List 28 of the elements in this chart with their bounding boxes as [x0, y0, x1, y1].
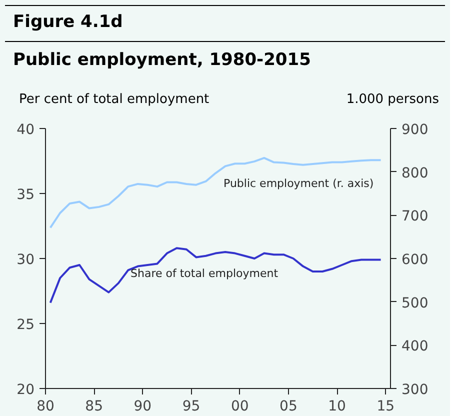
line-series	[49, 156, 382, 229]
x-tick-label: 05	[280, 398, 298, 414]
x-tick-label: 10	[328, 398, 346, 414]
y2-tick-label: 400	[402, 338, 428, 355]
y2-tick-label: 700	[402, 208, 428, 225]
y-tick-label: 30	[16, 252, 35, 268]
y-axis-title: Per cent of total employment	[19, 91, 210, 109]
x-tick-label: 15	[376, 398, 395, 414]
y2-tick-label: 500	[402, 295, 428, 312]
y-tick-label: 40	[16, 122, 35, 138]
y2-tick-label: 900	[402, 122, 428, 138]
y2-tick-label: 800	[402, 165, 428, 182]
y-tick-label: 25	[16, 317, 35, 333]
x-tick-label: 90	[134, 398, 152, 414]
y-tick-label: 35	[16, 187, 35, 203]
y2-tick-label: 600	[402, 252, 428, 268]
x-tick-label: 00	[230, 398, 249, 414]
x-tick-label: 80	[36, 398, 54, 414]
annotation: Share of total employment	[130, 267, 279, 280]
y-tick-label: 20	[16, 382, 35, 398]
chart-subtitle: Public employment, 1980-2015	[13, 49, 311, 72]
x-tick-label: 85	[85, 398, 104, 414]
chart-title: Figure 4.1d	[13, 11, 123, 34]
line-series	[49, 247, 382, 304]
y2-tick-label: 300	[402, 382, 428, 398]
x-tick-label: 95	[182, 398, 200, 414]
annotation: Public employment (r. axis)	[224, 177, 374, 190]
y2-axis-title: 1.000 persons	[346, 91, 439, 109]
